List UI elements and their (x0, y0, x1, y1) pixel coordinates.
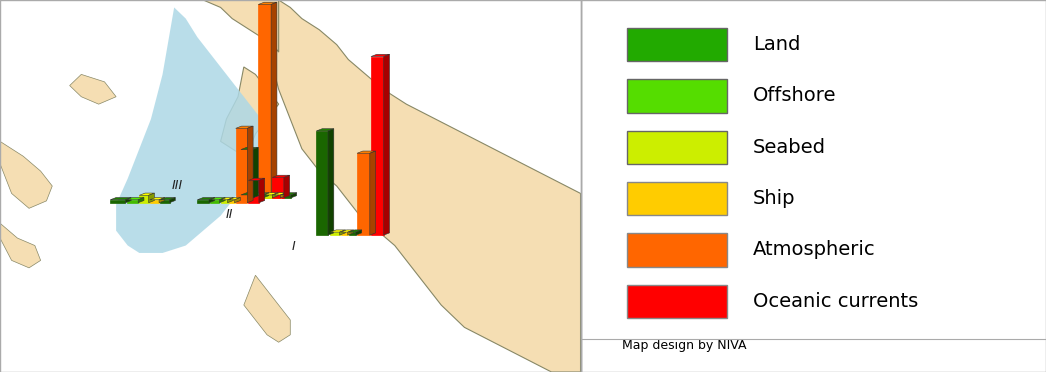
Polygon shape (70, 74, 116, 104)
Bar (235, 128, 247, 203)
Bar (198, 200, 209, 203)
Text: Land: Land (753, 35, 800, 54)
Polygon shape (252, 193, 258, 198)
Polygon shape (273, 193, 287, 195)
Polygon shape (272, 175, 290, 177)
Polygon shape (249, 178, 265, 180)
Text: Offshore: Offshore (753, 86, 836, 106)
Polygon shape (209, 198, 214, 203)
Bar (272, 177, 283, 198)
Polygon shape (234, 198, 241, 203)
Polygon shape (267, 0, 581, 372)
Polygon shape (247, 126, 253, 203)
Polygon shape (127, 198, 144, 200)
Polygon shape (0, 223, 41, 268)
Bar (150, 200, 159, 203)
Bar (371, 57, 384, 235)
Polygon shape (110, 198, 131, 200)
Polygon shape (263, 193, 269, 198)
Polygon shape (328, 129, 334, 235)
Polygon shape (149, 193, 155, 203)
FancyBboxPatch shape (628, 233, 727, 267)
Polygon shape (349, 230, 362, 232)
Polygon shape (228, 198, 233, 203)
Polygon shape (244, 275, 291, 342)
Polygon shape (254, 193, 269, 195)
Polygon shape (241, 147, 258, 150)
Bar (273, 195, 280, 198)
Polygon shape (340, 230, 345, 235)
FancyBboxPatch shape (628, 28, 727, 61)
Polygon shape (116, 7, 273, 253)
Polygon shape (259, 178, 265, 203)
Polygon shape (347, 230, 354, 235)
Polygon shape (150, 198, 165, 200)
Polygon shape (265, 193, 278, 195)
FancyBboxPatch shape (628, 79, 727, 113)
Bar (127, 200, 138, 203)
Bar (249, 180, 259, 203)
Bar (331, 232, 340, 235)
Text: Oceanic currents: Oceanic currents (753, 292, 918, 311)
Bar (221, 200, 228, 203)
Polygon shape (291, 193, 297, 198)
Polygon shape (258, 2, 277, 4)
Polygon shape (160, 198, 176, 200)
Polygon shape (356, 230, 362, 235)
FancyBboxPatch shape (628, 285, 727, 318)
Bar (316, 131, 328, 235)
FancyBboxPatch shape (628, 182, 727, 215)
Polygon shape (370, 151, 376, 235)
Polygon shape (0, 141, 52, 208)
Polygon shape (272, 193, 278, 198)
Bar (349, 232, 356, 235)
Polygon shape (221, 67, 278, 156)
Text: I: I (291, 240, 295, 253)
Text: Ship: Ship (753, 189, 795, 208)
Polygon shape (384, 54, 389, 235)
Polygon shape (331, 230, 345, 232)
Bar (357, 153, 370, 235)
Polygon shape (271, 2, 277, 198)
Polygon shape (169, 198, 176, 203)
Bar (258, 4, 271, 198)
Polygon shape (357, 151, 376, 153)
Text: Map design by NIVA: Map design by NIVA (622, 339, 747, 352)
Bar (241, 150, 252, 198)
Bar (139, 195, 149, 203)
Polygon shape (198, 198, 214, 200)
Polygon shape (371, 54, 389, 57)
Bar (254, 195, 263, 198)
Polygon shape (341, 230, 354, 232)
Polygon shape (241, 193, 258, 195)
Bar (160, 200, 169, 203)
Polygon shape (280, 193, 287, 198)
Text: Seabed: Seabed (753, 138, 825, 157)
Polygon shape (283, 175, 290, 198)
Polygon shape (235, 126, 253, 128)
Polygon shape (138, 198, 144, 203)
Bar (210, 200, 220, 203)
Polygon shape (229, 198, 241, 200)
Polygon shape (210, 198, 225, 200)
Polygon shape (126, 198, 131, 203)
Text: Atmospheric: Atmospheric (753, 240, 876, 260)
Bar (281, 195, 291, 198)
Polygon shape (281, 193, 297, 195)
Polygon shape (139, 193, 155, 195)
Bar (241, 195, 252, 198)
Bar (265, 195, 272, 198)
Text: II: II (226, 208, 233, 221)
Polygon shape (252, 147, 258, 198)
Polygon shape (220, 198, 225, 203)
Bar (110, 200, 126, 203)
Bar (229, 200, 234, 203)
Polygon shape (159, 198, 165, 203)
Polygon shape (316, 129, 334, 131)
Polygon shape (191, 0, 278, 52)
Polygon shape (221, 198, 233, 200)
FancyBboxPatch shape (628, 131, 727, 164)
Text: III: III (172, 179, 183, 192)
Bar (341, 232, 347, 235)
